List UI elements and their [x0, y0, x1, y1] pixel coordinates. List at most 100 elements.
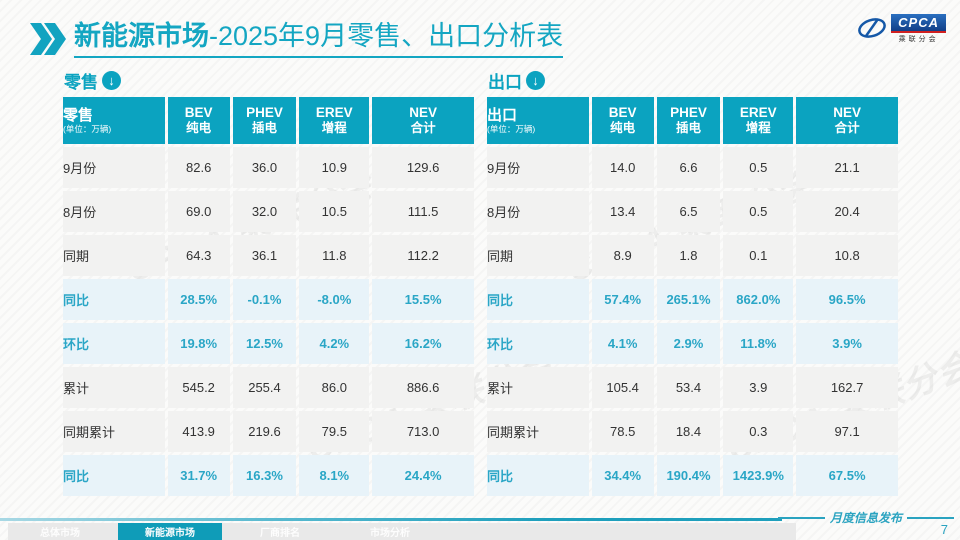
- table-row: 9月份 82.6 36.0 10.9 129.6: [63, 147, 474, 188]
- column-header-zh: 插电: [251, 121, 277, 135]
- cpca-logo: CPCA 乘联分会: [857, 14, 946, 44]
- row-label: 同比: [487, 455, 589, 496]
- footer-tab-2[interactable]: 厂商排名: [260, 528, 300, 539]
- table-title-cell: 零售 (单位：万辆): [63, 97, 165, 144]
- row-label: 同比: [63, 279, 165, 320]
- footer-tab-0[interactable]: 总体市场: [40, 528, 80, 539]
- table-name: 零售: [63, 106, 94, 124]
- column-header-en: BEV: [184, 105, 213, 120]
- row-label: 环比: [487, 323, 589, 364]
- value-cell: 19.8%: [167, 323, 230, 364]
- table-row: 同比 31.7% 16.3% 8.1% 24.4%: [63, 455, 474, 496]
- value-cell: 10.9: [299, 147, 370, 188]
- row-label: 8月份: [487, 191, 589, 232]
- footer-tabs: 总体市场 新能源市场 厂商排名 市场分析: [8, 523, 796, 540]
- value-cell: -0.1%: [232, 279, 297, 320]
- value-cell: 6.6: [656, 147, 721, 188]
- value-cell: 219.6: [232, 411, 297, 452]
- value-cell: 3.9%: [796, 323, 898, 364]
- value-cell: 8.1%: [299, 455, 370, 496]
- value-cell: 64.3: [167, 235, 230, 276]
- value-cell: 112.2: [372, 235, 474, 276]
- value-cell: 0.5: [723, 147, 794, 188]
- row-label: 累计: [487, 367, 589, 408]
- value-cell: 79.5: [299, 411, 370, 452]
- column-header-en: PHEV: [670, 105, 707, 120]
- value-cell: 4.1%: [591, 323, 654, 364]
- row-label: 同比: [63, 455, 165, 496]
- value-cell: 96.5%: [796, 279, 898, 320]
- page-number: 7: [940, 522, 948, 537]
- value-cell: 12.5%: [232, 323, 297, 364]
- cpca-logo-text: CPCA: [891, 14, 946, 33]
- row-label: 9月份: [487, 147, 589, 188]
- value-cell: 16.2%: [372, 323, 474, 364]
- value-cell: 67.5%: [796, 455, 898, 496]
- value-cell: 4.2%: [299, 323, 370, 364]
- value-cell: 32.0: [232, 191, 297, 232]
- value-cell: 69.0: [167, 191, 230, 232]
- divider: [907, 516, 955, 519]
- value-cell: 82.6: [167, 147, 230, 188]
- table-row: 9月份 14.0 6.6 0.5 21.1: [487, 147, 898, 188]
- column-header-erev: EREV 增程: [299, 97, 370, 144]
- column-header-nev: NEV 合计: [796, 97, 898, 144]
- data-table-retail: 零售 (单位：万辆) BEV 纯电 PHEV 插电 EREV 增程 NEV 合计 9月份 82.6 36…: [60, 94, 477, 499]
- column-header-en: EREV: [739, 105, 777, 120]
- value-cell: 36.0: [232, 147, 297, 188]
- divider: [778, 516, 825, 519]
- section-label-export-text: 出口: [488, 73, 522, 92]
- value-cell: -8.0%: [299, 279, 370, 320]
- value-cell: 24.4%: [372, 455, 474, 496]
- column-header-zh: 纯电: [186, 121, 212, 135]
- header-row: 零售 (单位：万辆) BEV 纯电 PHEV 插电 EREV 增程 NEV 合计: [63, 97, 474, 144]
- column-header-zh: 合计: [834, 121, 860, 135]
- row-label: 环比: [63, 323, 165, 364]
- value-cell: 11.8%: [723, 323, 794, 364]
- double-chevron-icon: [30, 23, 66, 55]
- column-header-en: NEV: [833, 105, 861, 120]
- value-cell: 11.8: [299, 235, 370, 276]
- value-cell: 36.1: [232, 235, 297, 276]
- value-cell: 111.5: [372, 191, 474, 232]
- data-table-export: 出口 (单位：万辆) BEV 纯电 PHEV 插电 EREV 增程 NEV 合计 9月份 14.0 6.…: [484, 94, 901, 499]
- table-row: 同比 34.4% 190.4% 1423.9% 67.5%: [487, 455, 898, 496]
- table-row: 环比 4.1% 2.9% 11.8% 3.9%: [487, 323, 898, 364]
- column-header-en: EREV: [315, 105, 353, 120]
- column-header-nev: NEV 合计: [372, 97, 474, 144]
- cpca-logo-subtext: 乘联分会: [898, 36, 939, 43]
- value-cell: 3.9: [723, 367, 794, 408]
- value-cell: 886.6: [372, 367, 474, 408]
- table-row: 累计 545.2 255.4 86.0 886.6: [63, 367, 474, 408]
- page-title-bold: 新能源市场: [74, 21, 209, 51]
- table-row: 环比 19.8% 12.5% 4.2% 16.2%: [63, 323, 474, 364]
- section-label-retail-text: 零售: [64, 73, 98, 92]
- title-bar: 新能源市场-2025年9月零售、出口分析表: [28, 20, 564, 58]
- publication-label: 月度信息发布: [830, 511, 903, 525]
- value-cell: 162.7: [796, 367, 898, 408]
- row-label: 同期: [63, 235, 165, 276]
- value-cell: 0.3: [723, 411, 794, 452]
- value-cell: 1423.9%: [723, 455, 794, 496]
- row-label: 累计: [63, 367, 165, 408]
- value-cell: 545.2: [167, 367, 230, 408]
- down-arrow-icon: ↓: [102, 71, 121, 90]
- row-label: 9月份: [63, 147, 165, 188]
- footer-tab-3[interactable]: 市场分析: [370, 528, 410, 539]
- table-name: 出口: [487, 106, 518, 124]
- footer-tab-1[interactable]: 新能源市场: [118, 523, 222, 540]
- value-cell: 10.5: [299, 191, 370, 232]
- value-cell: 1.8: [656, 235, 721, 276]
- column-header-en: PHEV: [246, 105, 283, 120]
- row-label: 8月份: [63, 191, 165, 232]
- footer-divider-line: [0, 518, 782, 521]
- value-cell: 78.5: [591, 411, 654, 452]
- table-title-cell: 出口 (单位：万辆): [487, 97, 589, 144]
- page-title-rest: -2025年9月零售、出口分析表: [209, 21, 564, 51]
- column-header-en: BEV: [608, 105, 637, 120]
- row-label: 同期累计: [63, 411, 165, 452]
- value-cell: 57.4%: [591, 279, 654, 320]
- publication-label-wrap: 月度信息发布: [778, 509, 955, 526]
- value-cell: 862.0%: [723, 279, 794, 320]
